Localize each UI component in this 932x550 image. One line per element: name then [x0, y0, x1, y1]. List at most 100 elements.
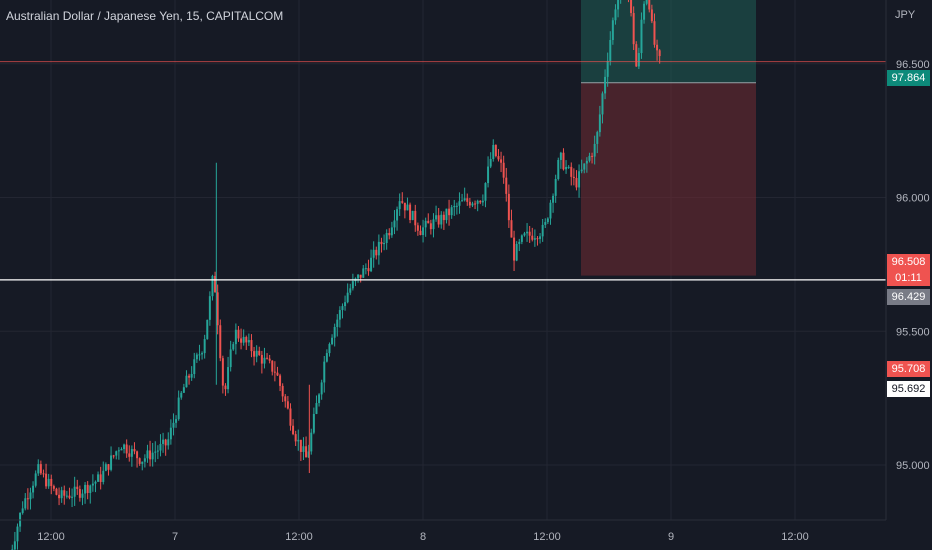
candle-body: [273, 371, 276, 373]
candle-body: [234, 329, 237, 345]
candle-body: [523, 233, 526, 236]
candle-body: [435, 215, 438, 220]
candle-body: [648, 0, 651, 10]
candle-body: [281, 385, 284, 397]
candle-body: [16, 526, 19, 542]
candle-body: [149, 450, 152, 460]
candle-body: [583, 163, 586, 170]
time-tick-label: 7: [172, 531, 178, 543]
candle-body: [544, 222, 547, 225]
candle-body: [458, 201, 461, 206]
candle-body: [598, 114, 601, 133]
candle-body: [611, 20, 614, 41]
stop-price-tag: 95.708: [887, 361, 930, 377]
candle-body: [346, 292, 349, 303]
candle-body: [567, 166, 570, 168]
candle-body: [476, 200, 479, 204]
candle-body: [450, 207, 453, 216]
candle-body: [593, 143, 596, 157]
time-axis[interactable]: 12:00 7 12:00 8 12:00 9 12:00: [37, 531, 809, 543]
candle-body: [362, 268, 365, 278]
candle-body: [406, 204, 409, 211]
candle-body: [643, 3, 646, 20]
price-lines: [0, 61, 886, 281]
currency-label: JPY: [895, 9, 916, 21]
candle-body: [89, 485, 92, 493]
candle-body: [393, 220, 396, 228]
candle-body: [159, 443, 162, 451]
symbol-title[interactable]: Australian Dollar / Japanese Yen, 15, CA…: [6, 9, 284, 23]
candle-body: [307, 451, 310, 458]
candle-body: [102, 470, 105, 482]
candle-body: [479, 200, 482, 203]
candle-body: [492, 144, 495, 159]
candle-body: [78, 488, 81, 498]
candle-body: [120, 449, 123, 451]
price-tick-label: 95.500: [896, 326, 930, 338]
candle-body: [258, 350, 261, 355]
candle-body: [341, 306, 344, 311]
candle-body: [177, 397, 180, 420]
time-tick-label: 12:00: [533, 531, 561, 543]
candle-body: [645, 0, 648, 4]
candle-body: [190, 374, 193, 378]
candle-body: [268, 358, 271, 361]
entry-price-tag: 96.429: [887, 289, 930, 305]
candle-body: [453, 205, 456, 208]
candle-body: [279, 375, 282, 386]
candle-body: [315, 403, 318, 414]
candle-body: [32, 485, 35, 493]
candle-body: [68, 495, 71, 498]
candle-body: [531, 235, 534, 240]
time-tick-label: 12:00: [285, 531, 313, 543]
candle-body: [216, 292, 219, 326]
candle-body: [533, 238, 536, 240]
candle-body: [42, 473, 45, 475]
candle-body: [333, 326, 336, 338]
time-tick-label: 12:00: [37, 531, 65, 543]
candle-body: [164, 439, 167, 446]
loss-zone: [581, 82, 756, 276]
candle-body: [505, 177, 508, 194]
candle-body: [617, 0, 620, 10]
candle-body: [422, 227, 425, 236]
candle-body: [385, 232, 388, 243]
candle-body: [45, 473, 48, 487]
candle-body: [570, 166, 573, 177]
candle-body: [65, 495, 68, 497]
candle-body: [364, 268, 367, 270]
candle-body: [136, 451, 139, 459]
candle-body: [112, 455, 115, 457]
grid-lines: [0, 0, 886, 520]
candle-body: [656, 44, 659, 51]
candle-body: [370, 257, 373, 272]
candle-body: [596, 132, 599, 144]
candle-body: [130, 449, 133, 457]
candle-body: [86, 484, 89, 493]
candle-body: [557, 159, 560, 180]
candle-body: [658, 50, 661, 57]
time-tick-label: 9: [668, 531, 674, 543]
candle-body: [214, 275, 217, 293]
candle-body: [515, 243, 518, 261]
candle-body: [367, 268, 370, 272]
price-axis[interactable]: 95.00095.50096.00096.50097.00097.50098.0…: [896, 0, 930, 472]
candles-layer: [11, 0, 661, 550]
candle-body: [211, 275, 214, 297]
candle-body: [250, 340, 253, 352]
candle-body: [117, 450, 120, 452]
candle-body: [578, 171, 581, 188]
candle-body: [52, 486, 55, 489]
candle-body: [97, 474, 100, 482]
candle-body: [601, 93, 604, 115]
candle-body: [123, 444, 126, 450]
candle-body: [297, 439, 300, 442]
candle-body: [310, 432, 313, 452]
candle-body: [614, 9, 617, 21]
candle-body: [224, 385, 227, 390]
candle-body: [104, 464, 107, 471]
candle-body: [63, 490, 66, 496]
candle-body: [312, 413, 315, 433]
candle-body: [172, 422, 175, 428]
